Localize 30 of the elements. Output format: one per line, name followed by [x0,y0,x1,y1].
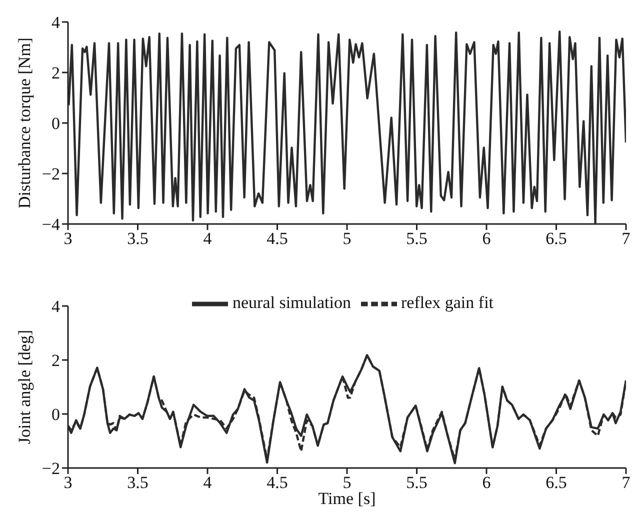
y-tick-label: −2 [42,164,60,184]
y-tick-label: 4 [52,297,60,316]
x-tick-label: 5 [342,229,352,248]
x-tick-label: 3 [64,473,72,492]
y-axis-title: Joint angle [deg] [15,330,34,444]
y-tick-label: 0 [52,405,60,424]
y-tick-label: 2 [52,351,60,370]
y-tick-label: 4 [52,13,60,32]
y-tick-label: −4 [42,215,60,234]
x-tick-label: 7 [622,229,631,248]
x-tick-label: 4.5 [266,229,288,248]
x-tick-label: 6 [482,473,491,492]
x-tick-label: 5.5 [406,229,428,248]
y-tick-label: −2 [42,459,60,478]
x-tick-label: 6.5 [546,229,567,248]
x-tick-label: 3 [64,229,72,248]
x-tick-label: 4 [203,473,212,492]
y-axis-title: Disturbance torque [Nm] [15,38,34,208]
y-tick-label: 2 [52,64,60,83]
x-tick-label: 7 [622,473,631,492]
legend-label: reflex gain fit [401,292,494,312]
x-tick-label: 3.5 [127,473,148,492]
y-tick-label: 0 [52,114,60,134]
x-tick-label: 6 [482,229,491,248]
x-tick-label: 6.5 [546,473,567,492]
x-tick-label: 4.5 [266,473,288,492]
legend-label: neural simulation [232,292,351,312]
x-tick-label: 5.5 [406,473,428,492]
x-tick-label: 4 [203,229,212,248]
x-tick-label: 3.5 [127,229,148,248]
